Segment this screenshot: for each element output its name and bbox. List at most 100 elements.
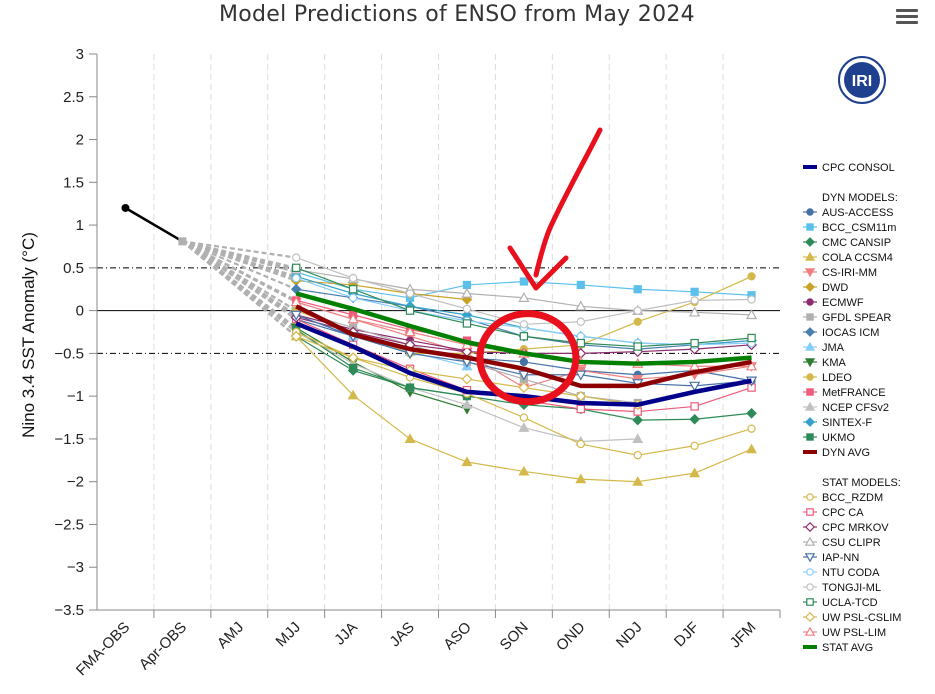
- data-point: [804, 268, 816, 278]
- data-point: [806, 388, 814, 396]
- y-tick-label: −3: [67, 559, 84, 576]
- legend-label: AUS-ACCESS: [822, 207, 894, 219]
- data-point: [746, 407, 757, 419]
- y-tick-label: 2.5: [63, 89, 84, 106]
- data-point: [804, 611, 816, 623]
- hamburger-menu-icon[interactable]: [896, 7, 918, 25]
- data-point: [747, 424, 756, 433]
- data-point: [290, 296, 302, 307]
- legend-item: UKMO: [803, 432, 855, 444]
- data-point: [806, 583, 814, 591]
- data-point: [290, 330, 302, 342]
- data-point: [633, 317, 642, 326]
- legend-item: KMA: [803, 357, 847, 369]
- legend-item: CPC MRKOV: [803, 521, 889, 534]
- highlight-circle: [476, 310, 580, 406]
- data-point: [347, 352, 359, 364]
- data-point: [745, 360, 758, 371]
- y-tick-label: −2.5: [54, 516, 84, 533]
- data-point: [576, 317, 585, 326]
- logo-text: IRI: [852, 73, 872, 90]
- legend-item: CSU CLIPR: [803, 536, 881, 549]
- data-point: [462, 304, 472, 314]
- data-point: [745, 309, 758, 320]
- series-line: [295, 321, 752, 407]
- data-point: [518, 370, 530, 381]
- data-point: [290, 310, 302, 321]
- legend-label: NCEP CFSv2: [822, 402, 889, 414]
- data-point: [806, 223, 814, 231]
- data-point: [632, 476, 644, 486]
- data-point: [575, 300, 587, 311]
- data-point: [804, 251, 816, 261]
- legend-item: DYN AVG: [803, 447, 870, 459]
- iri-logo: IRI: [838, 56, 886, 104]
- connector-line: [182, 240, 297, 280]
- data-point: [461, 294, 473, 305]
- data-point: [747, 295, 756, 304]
- legend-label: CMC CANSIP: [822, 237, 891, 249]
- legend-label: LDEO: [822, 372, 852, 384]
- legend-item: CMC CANSIP: [803, 237, 891, 249]
- data-point: [805, 417, 815, 427]
- legend-label: UW PSL-CSLIM: [822, 612, 901, 624]
- data-point: [462, 280, 472, 290]
- data-point: [806, 208, 814, 216]
- data-point: [805, 327, 815, 337]
- legend-item: GFDL SPEAR: [803, 312, 891, 324]
- x-tick-label: AMJ: [214, 619, 247, 652]
- data-point: [632, 433, 644, 444]
- legend-label: CPC CONSOL: [822, 162, 895, 174]
- y-tick-label: 2: [76, 132, 84, 149]
- y-tick-label: −1.5: [54, 431, 84, 448]
- data-point: [461, 456, 473, 467]
- data-point: [806, 508, 814, 516]
- legend-label: CPC MRKOV: [822, 522, 889, 534]
- data-point: [689, 306, 701, 317]
- series-dyn-avg: [295, 304, 752, 389]
- data-point: [405, 306, 415, 315]
- data-point: [292, 253, 301, 262]
- legend-item: JMA: [803, 341, 845, 354]
- data-point: [576, 332, 585, 341]
- legend-item: CPC CA: [803, 507, 864, 519]
- data-point: [806, 373, 814, 381]
- legend-label: JMA: [822, 342, 845, 354]
- observed-line: [124, 206, 184, 243]
- legend-label: CSU CLIPR: [822, 537, 881, 549]
- legend-label: COLA CCSM4: [822, 252, 893, 264]
- connector-line: [181, 240, 297, 291]
- x-tick-label: JJA: [331, 619, 361, 649]
- x-tick-label: JFM: [727, 619, 760, 652]
- x-tick-label: DJF: [671, 619, 702, 650]
- x-tick-label: NDJ: [613, 619, 646, 652]
- data-point: [519, 413, 529, 422]
- legend-label: UKMO: [822, 432, 855, 444]
- data-point: [461, 287, 473, 298]
- series-tongji-ml: [292, 253, 756, 329]
- data-point: [806, 313, 814, 321]
- data-point: [349, 363, 358, 373]
- legend-label: IOCAS ICM: [822, 327, 879, 339]
- legend-label: STAT AVG: [822, 642, 873, 654]
- data-point: [689, 413, 700, 425]
- legend-header-dyn: DYN MODELS:: [822, 192, 898, 204]
- data-point: [576, 439, 585, 449]
- data-point: [576, 338, 585, 348]
- data-point: [461, 399, 473, 409]
- data-point: [348, 273, 358, 283]
- data-point: [690, 287, 699, 296]
- series-line: [295, 291, 752, 366]
- legend-label: KMA: [822, 357, 847, 369]
- data-point: [632, 414, 644, 426]
- data-point: [347, 389, 359, 400]
- data-point: [518, 382, 530, 394]
- x-tick-label: OND: [553, 619, 589, 655]
- y-tick-label: −2: [67, 474, 84, 491]
- legend-item: NTU CODA: [803, 567, 880, 579]
- data-point: [348, 293, 358, 302]
- legend-label: CPC CA: [822, 507, 864, 519]
- legend-label: DWD: [822, 282, 848, 294]
- connector-line: [181, 240, 297, 304]
- connector-line: [181, 240, 297, 312]
